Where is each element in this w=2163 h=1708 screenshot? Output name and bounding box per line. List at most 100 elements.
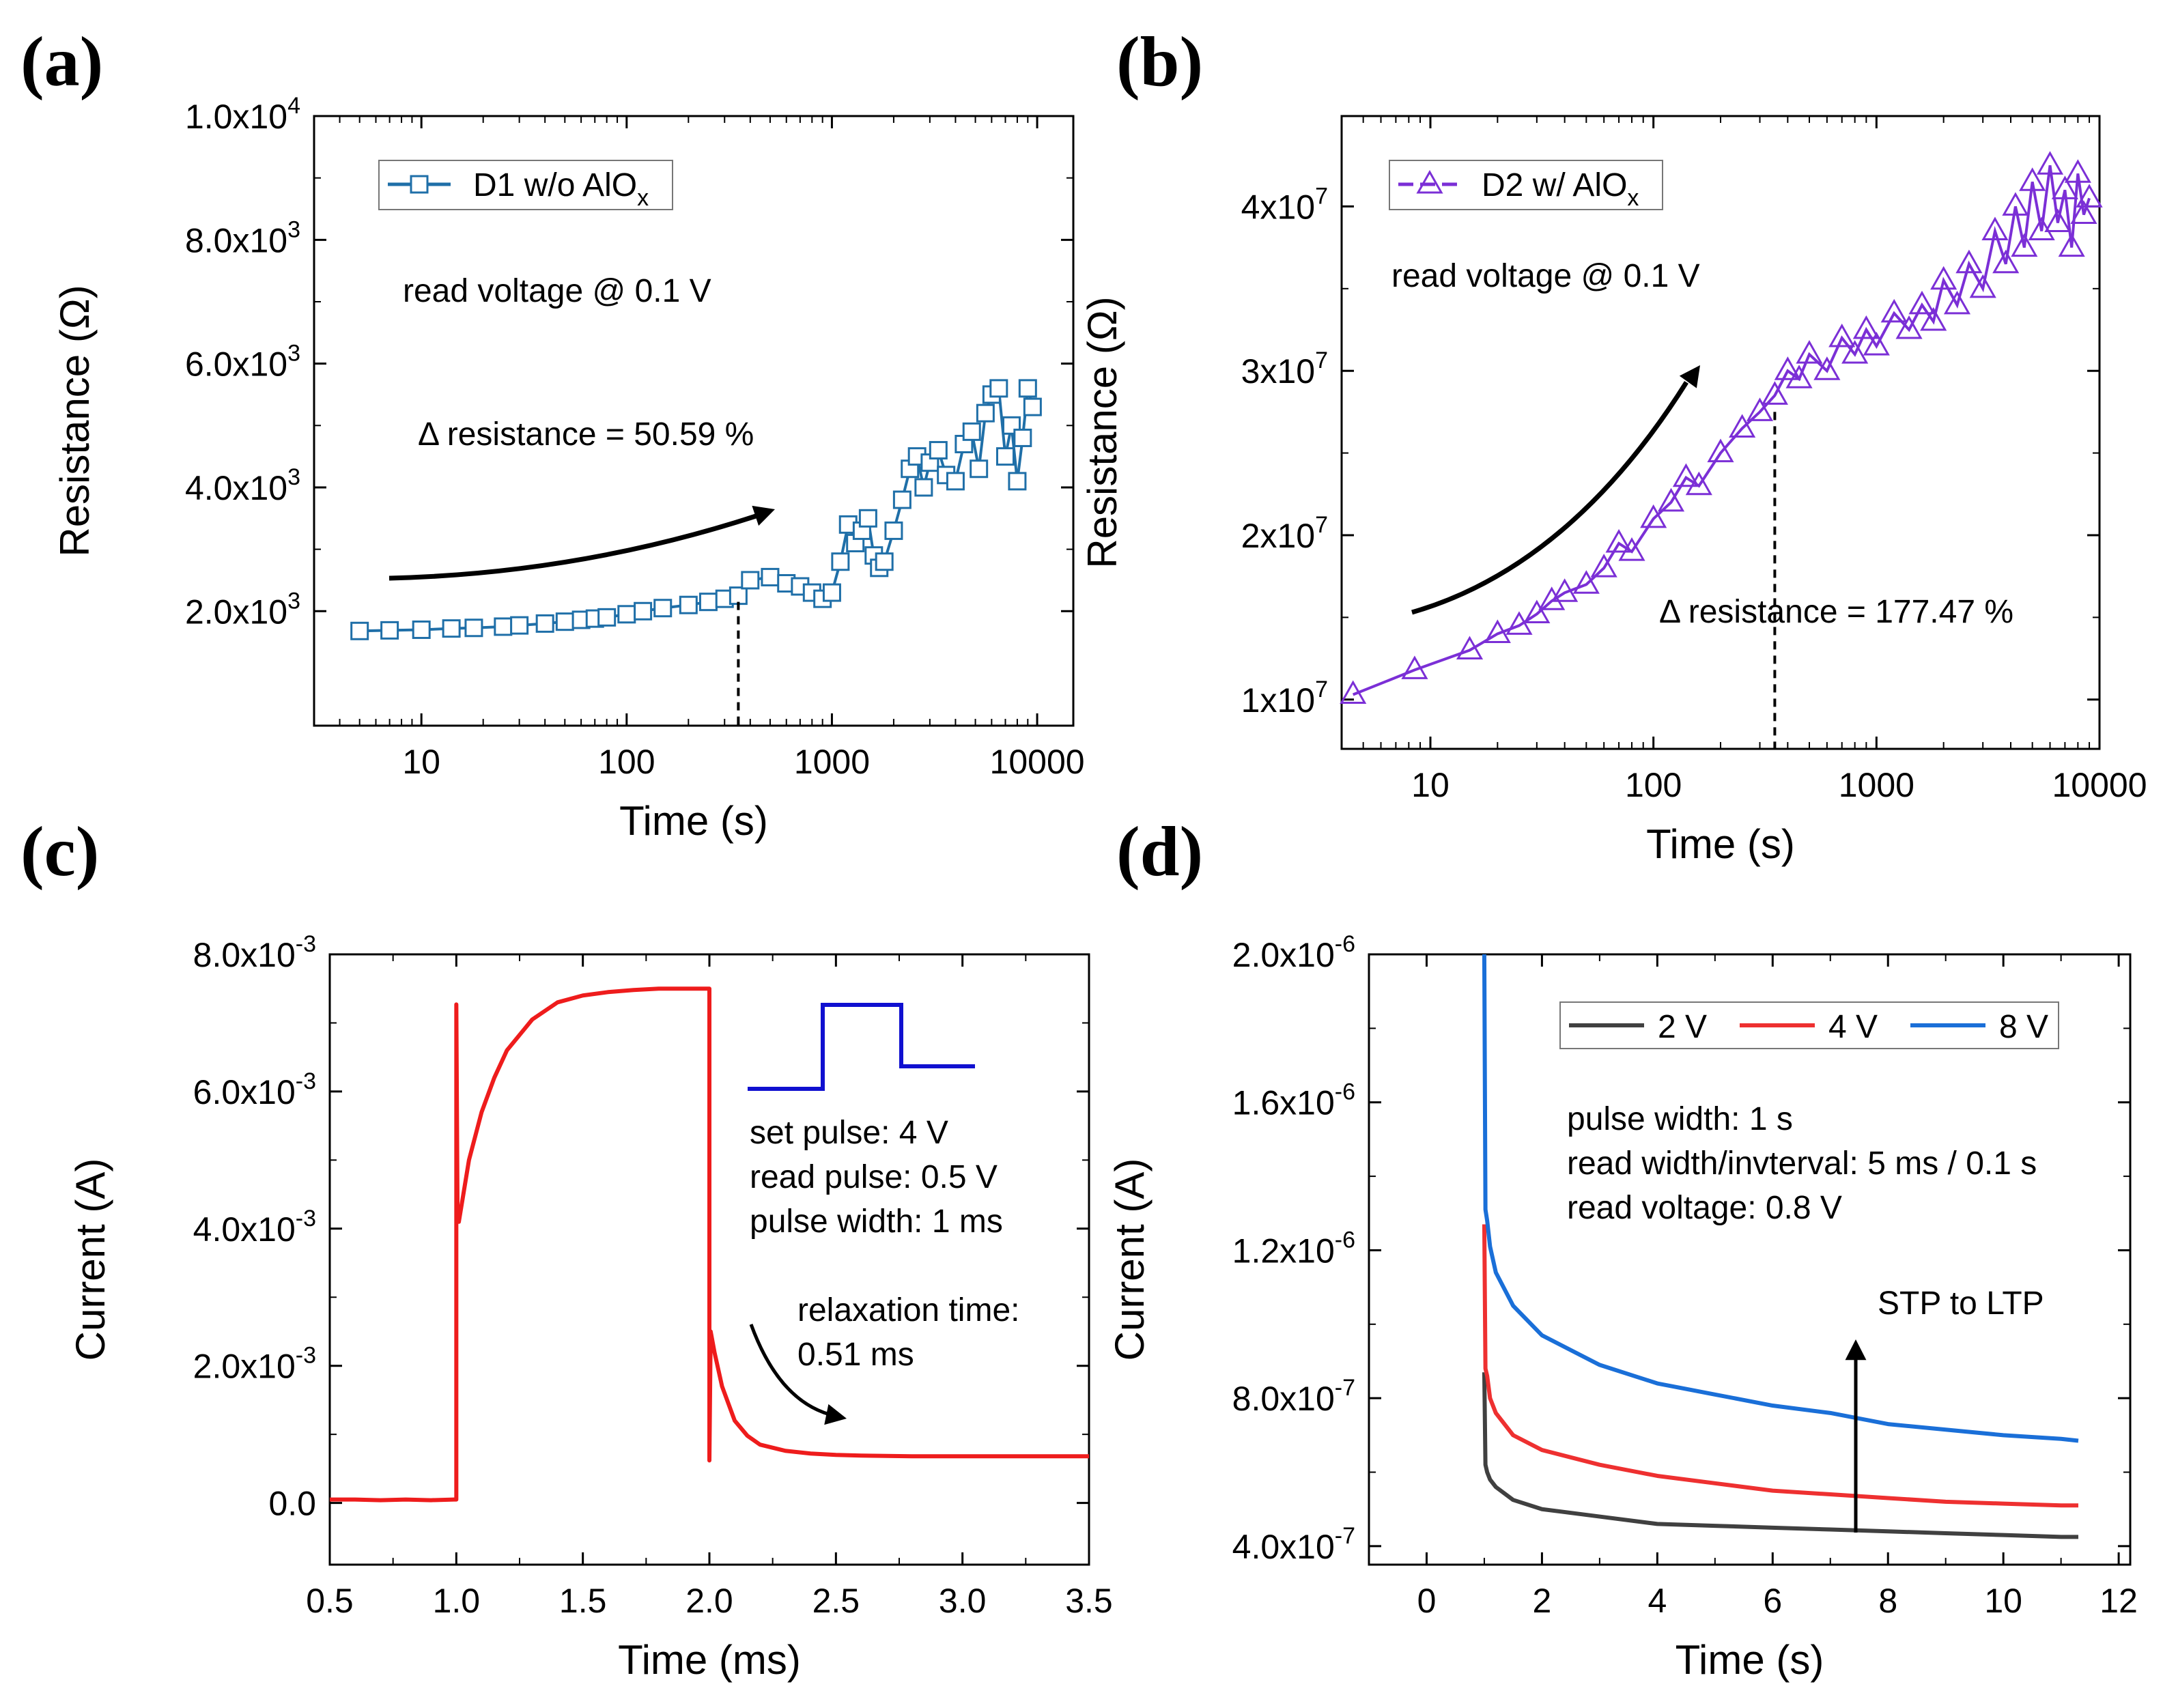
data-point (1640, 504, 1667, 528)
data-point (1841, 340, 1869, 364)
legend-label: 4 V (1828, 1009, 1878, 1045)
x-tick-label: 2.5 (812, 1582, 860, 1620)
y-tick-label-base: 4x10 (1241, 188, 1315, 226)
data-point (1401, 655, 1428, 679)
data-point (1895, 315, 1923, 339)
legend-label: D2 w/ AlOx (1482, 167, 1639, 211)
y-tick-label: 3x107 (1241, 347, 1328, 390)
data-point (1538, 586, 1566, 610)
data-point (1618, 537, 1645, 561)
panel-label: (c) (20, 812, 99, 891)
y-tick-label-base: 4.0x10 (1232, 1528, 1335, 1566)
data-point (831, 552, 850, 571)
data-point (2070, 200, 2097, 224)
data-point (989, 379, 1008, 398)
y-tick-label: 8.0x10-7 (1232, 1375, 1355, 1418)
y-tick-label-base: 1.0x10 (185, 98, 287, 136)
y-tick-label-base: 6.0x10 (185, 345, 287, 384)
y-tick-label-exp: 7 (1315, 183, 1328, 209)
data-point (1008, 472, 1027, 491)
y-tick-label-base: 6.0x10 (193, 1073, 296, 1111)
x-tick-label: 10000 (990, 743, 1085, 781)
y-tick-label: 0.0 (268, 1485, 316, 1523)
y-tick-label-exp: 7 (1315, 512, 1328, 538)
y-tick-label-base: 2.0x10 (193, 1348, 296, 1386)
y-tick-label: 8.0x103 (185, 216, 300, 259)
y-tick-label-base: 1.6x10 (1232, 1084, 1335, 1122)
legend-label: 2 V (1658, 1009, 1707, 1045)
y-tick-label-exp: 7 (1315, 347, 1328, 373)
data-point (1930, 266, 1957, 290)
data-point (2058, 233, 2085, 257)
data-point (1785, 365, 1813, 388)
x-tick-label: 3.0 (939, 1582, 987, 1620)
series-line-8V (1482, 954, 2079, 1443)
data-point (761, 567, 780, 586)
x-tick-label: 8 (1878, 1582, 1897, 1620)
data-point (380, 621, 399, 640)
x-tick-label: 0 (1417, 1582, 1437, 1620)
legend-label: D1 w/o AlOx (473, 167, 649, 211)
data-point (653, 599, 673, 618)
data-point (464, 618, 483, 638)
legend-label: 8 V (1999, 1009, 2048, 1045)
x-tick-label: 2.0 (685, 1582, 733, 1620)
data-point (1505, 611, 1533, 635)
data-point (995, 447, 1015, 466)
data-point (875, 552, 894, 571)
annotation-read-voltage: read voltage: 0.8 V (1567, 1190, 1842, 1226)
data-point (2064, 159, 2091, 183)
y-tick-label-exp: -6 (1335, 1079, 1355, 1105)
y-tick-label: 2.0x10-3 (193, 1343, 316, 1386)
y-tick-label-base: 2.0x10 (185, 593, 287, 631)
y-tick-label: 1x107 (1241, 677, 1328, 720)
legend-label-base: D2 w/ AlO (1482, 167, 1627, 203)
data-point (858, 509, 877, 528)
trend-arrow (1411, 381, 1688, 615)
legend-label-sub: x (1627, 185, 1639, 211)
data-point (1523, 599, 1551, 624)
y-tick-label-base: 8.0x10 (1232, 1380, 1335, 1418)
y-axis-title: Current (A) (68, 1158, 113, 1361)
data-point (1013, 428, 1032, 447)
y-tick-label-base: 2x10 (1241, 517, 1315, 555)
trend-arrow-head (1679, 365, 1700, 388)
data-point (2011, 233, 2038, 257)
x-tick-label: 0.5 (306, 1582, 354, 1620)
y-tick-label-exp: 7 (1315, 677, 1328, 702)
x-axis-title: Time (s) (1646, 821, 1795, 867)
annotation-read-pulse: read pulse: 0.5 V (750, 1159, 998, 1195)
y-tick-label-exp: -3 (296, 1343, 316, 1369)
data-point (2019, 167, 2046, 191)
data-point (2002, 192, 2029, 216)
y-axis-title: Resistance (Ω) (1079, 296, 1125, 568)
x-tick-label: 6 (1763, 1582, 1782, 1620)
y-axis-title: Current (A) (1107, 1158, 1153, 1361)
legend-label-base: D1 w/o AlO (473, 167, 637, 203)
pulse-schematic (748, 1003, 975, 1091)
data-point (350, 621, 369, 640)
data-point (1685, 471, 1712, 496)
y-tick-label-exp: -7 (1335, 1375, 1355, 1401)
x-tick-label: 10 (1984, 1582, 2022, 1620)
y-tick-label: 1.6x10-6 (1232, 1079, 1355, 1122)
panel-c: (c)0.5 1.0 1.5 2.0 2.5 3.0 3.50.02.0x10-34.0x1… (20, 812, 1113, 1683)
x-tick-label: 2 (1533, 1582, 1552, 1620)
data-point (1863, 332, 1890, 356)
x-tick-label: 1000 (1839, 766, 1914, 804)
legend-marker (1416, 169, 1443, 194)
data-point (1018, 379, 1037, 398)
y-axis-title: Resistance (Ω) (52, 285, 98, 556)
data-point (962, 422, 981, 441)
x-tick-label: 10 (402, 743, 440, 781)
y-tick-label: 4x107 (1241, 183, 1328, 226)
data-point (970, 459, 989, 479)
y-tick-label: 2.0x103 (185, 588, 300, 631)
data-point (1657, 487, 1685, 512)
data-point (1828, 324, 1856, 347)
annotation-read-width: read width/invterval: 5 ms / 0.1 s (1567, 1145, 2037, 1182)
relaxation-arrow-head (824, 1404, 847, 1425)
y-tick-label: 2x107 (1241, 512, 1328, 555)
data-point (1880, 298, 1908, 323)
data-point (729, 586, 748, 606)
